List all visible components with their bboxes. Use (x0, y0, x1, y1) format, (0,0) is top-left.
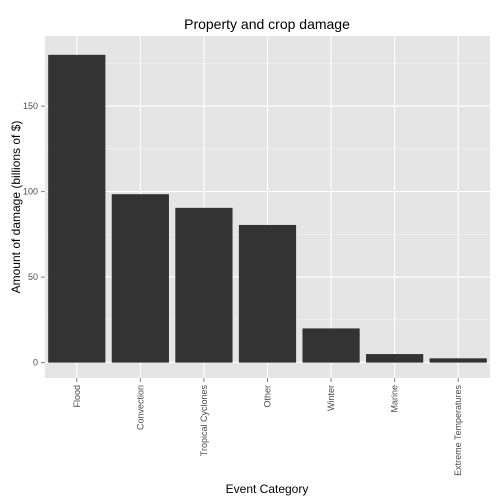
y-tick-label: 50 (28, 272, 38, 282)
chart-title: Property and crop damage (184, 16, 350, 32)
bars (48, 54, 487, 363)
x-tick-label: Other (263, 385, 273, 408)
x-tick-label: Winter (326, 385, 336, 411)
bar-other (238, 224, 297, 363)
y-tick-label: 100 (23, 187, 38, 197)
bar-marine (366, 354, 424, 363)
x-axis: Flood Convection Tropical Cyclones Other Win… (72, 378, 463, 476)
x-tick-label: Marine (390, 385, 400, 413)
x-axis-title: Event Category (226, 482, 309, 496)
x-tick-label: Flood (72, 385, 82, 408)
bar-winter (302, 328, 360, 363)
y-tick-label: 0 (33, 358, 38, 368)
x-tick-label: Convection (135, 385, 145, 430)
bar-tropical-cyclones (175, 207, 233, 363)
x-tick-label: Extreme Temperatures (453, 385, 463, 476)
y-tick-label: 150 (23, 101, 38, 111)
bar-convection (111, 194, 169, 363)
x-tick-label: Tropical Cyclones (199, 385, 209, 457)
y-axis-title: Amount of damage (billions of $) (9, 121, 23, 294)
y-axis: 0 50 100 150 (23, 101, 45, 368)
bar-flood (48, 54, 106, 363)
bar-extreme-temperatures (429, 358, 487, 363)
